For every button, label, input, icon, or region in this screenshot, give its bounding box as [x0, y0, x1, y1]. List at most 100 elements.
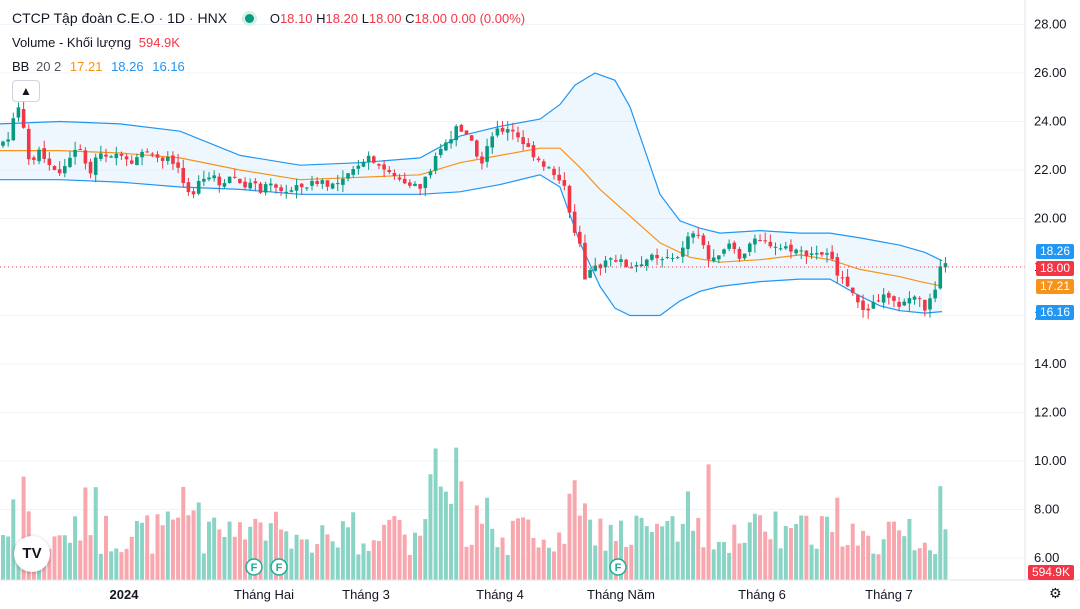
candle	[516, 126, 520, 143]
volume-bar	[732, 524, 737, 580]
volume-bar	[598, 518, 603, 580]
volume-bar	[186, 515, 191, 580]
candle	[850, 287, 855, 296]
tradingview-logo[interactable]: TV	[14, 536, 50, 572]
volume-bar	[758, 515, 763, 580]
gear-icon[interactable]: ⚙	[1049, 585, 1062, 601]
lower-band-badge: 16.16	[1035, 305, 1074, 320]
candle	[263, 181, 268, 196]
volume-bar	[722, 541, 726, 580]
market-status-icon[interactable]	[244, 14, 254, 23]
candle	[114, 146, 119, 166]
volume-legend[interactable]: Volume - Khối lượng 594.9K	[12, 35, 180, 50]
candle	[361, 159, 366, 168]
volume-bar	[294, 534, 299, 580]
y-tick-label: 20.00	[1034, 211, 1067, 226]
candle	[140, 149, 144, 166]
volume-bar	[176, 517, 181, 580]
symbol-legend[interactable]: CTCP Tập đoàn C.E.O · 1D · HNX O18.10 H1…	[12, 10, 526, 26]
candle	[418, 183, 422, 196]
x-tick-label: Tháng Năm	[587, 587, 655, 602]
symbol-interval[interactable]: 1D	[167, 10, 186, 26]
volume-bar	[98, 553, 103, 580]
volume-bar	[716, 541, 721, 580]
candle	[840, 270, 845, 284]
candle	[269, 178, 273, 193]
candle	[52, 165, 57, 171]
volume-bar	[67, 542, 72, 580]
candle	[603, 255, 608, 273]
volume-bar	[897, 530, 902, 580]
candle	[232, 169, 237, 179]
close-label: C	[405, 11, 415, 26]
volume-bar	[469, 544, 474, 580]
volume-bar	[140, 522, 145, 580]
candle	[593, 257, 598, 272]
x-tick-label: Tháng Hai	[234, 587, 294, 602]
candle	[299, 183, 304, 195]
close-value: 18.00	[414, 11, 448, 26]
volume-bar	[340, 521, 345, 580]
chevron-up-icon[interactable]: ▲	[12, 80, 40, 102]
candle	[78, 144, 83, 151]
volume-bar	[701, 547, 706, 580]
candle	[495, 120, 500, 138]
candle	[42, 140, 46, 163]
candle	[145, 148, 149, 153]
volume-bar	[752, 513, 757, 580]
candle	[655, 248, 659, 265]
volume-bar	[366, 550, 371, 580]
candle	[825, 248, 829, 263]
candle	[238, 178, 242, 185]
candle	[480, 151, 484, 170]
symbol-name[interactable]: CTCP Tập đoàn C.E.O	[12, 10, 155, 26]
volume-bar	[104, 515, 108, 580]
volume-bar	[685, 491, 690, 580]
volume-bar	[788, 527, 793, 580]
candle	[902, 298, 907, 307]
candle	[644, 258, 649, 271]
candle	[737, 246, 742, 262]
candle	[248, 178, 252, 191]
volume-bar	[392, 516, 397, 580]
time-axis: 2024 Tháng Hai Tháng 3 Tháng 4 Tháng Năm Thán…	[110, 587, 913, 602]
candle	[202, 170, 206, 186]
dividend-marker: F	[609, 558, 627, 576]
volume-value: 594.9K	[138, 35, 180, 50]
svg-text:F: F	[276, 562, 283, 574]
candle	[907, 291, 912, 312]
volume-bar	[284, 531, 289, 580]
svg-text:F: F	[251, 562, 258, 574]
x-tick-label: 2024	[110, 587, 140, 602]
x-tick-label: Tháng 4	[476, 587, 524, 602]
candle	[490, 132, 495, 154]
y-tick-label: 22.00	[1034, 162, 1067, 177]
candle	[526, 138, 531, 148]
volume-bar	[438, 486, 443, 580]
candle	[619, 254, 623, 267]
volume-bar	[243, 539, 248, 580]
candle	[820, 252, 824, 257]
volume-bar	[397, 519, 402, 580]
bollinger-legend[interactable]: BB 20 2 17.21 18.26 16.16	[12, 59, 185, 74]
candle	[789, 239, 793, 259]
volume-bar	[577, 515, 582, 580]
candle	[191, 188, 196, 199]
candle	[464, 130, 469, 135]
volume-bar	[217, 529, 222, 580]
volume-bar	[567, 493, 572, 580]
volume-bar	[866, 535, 871, 580]
volume-bar	[232, 536, 237, 580]
candle	[207, 171, 211, 182]
y-tick-label: 10.00	[1034, 453, 1067, 468]
volume-bar	[253, 518, 258, 580]
volume-bar	[768, 539, 773, 580]
candle	[88, 158, 93, 179]
candle	[16, 102, 21, 122]
candle	[881, 288, 886, 309]
candle	[763, 232, 767, 244]
volume-bar	[778, 548, 783, 580]
volume-bar	[557, 532, 562, 580]
volume-bar	[495, 547, 500, 580]
